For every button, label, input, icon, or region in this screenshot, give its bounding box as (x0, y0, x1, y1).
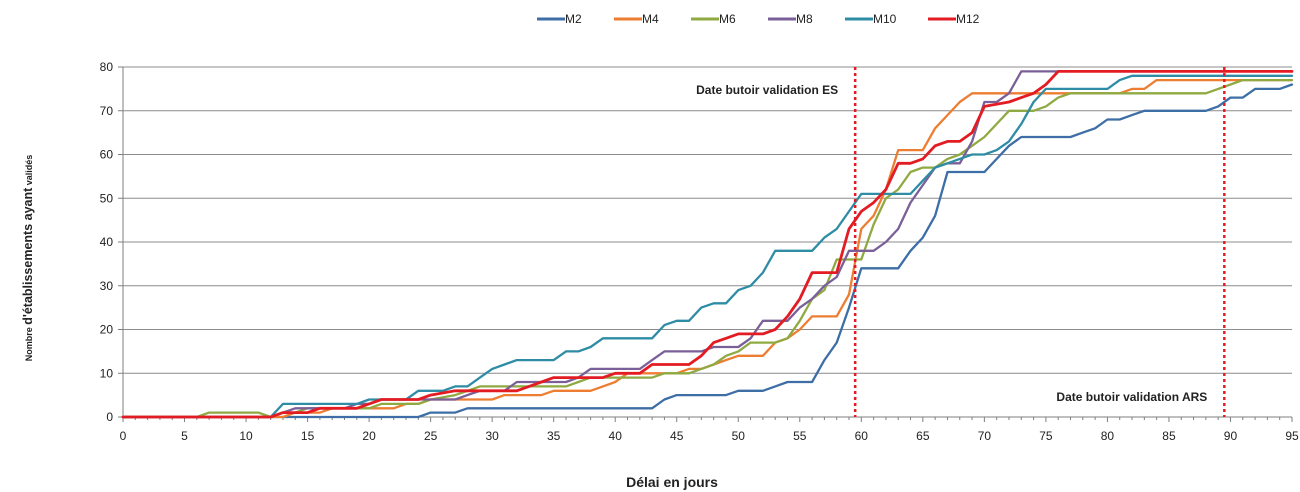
x-tick-label: 85 (1162, 429, 1176, 443)
x-tick-labels: 0 5 10 15 20 25 30 35 40 45 50 55 60 65 70 75 80 85 90 95 (120, 429, 1299, 443)
x-tick-label: 10 (239, 429, 253, 443)
reference-lines: Date butoir validation ES Date butoir val… (696, 67, 1226, 417)
x-tick-label: 0 (120, 429, 127, 443)
x-tick-label: 20 (362, 429, 376, 443)
legend-label: M12 (956, 12, 980, 26)
series-lines (121, 70, 1294, 419)
x-tick-label: 30 (485, 429, 499, 443)
y-tick-label: 70 (100, 104, 114, 118)
y-tick-label: 20 (100, 323, 114, 337)
y-axis-label-main: d'établissements ayant (21, 187, 35, 325)
legend-label: M10 (873, 12, 897, 26)
legend-label: M2 (565, 12, 582, 26)
series-line-m12 (121, 70, 1294, 419)
legend: M2 M4 M6 M8 M10 M12 (537, 12, 980, 26)
reference-line-label: Date butoir validation ARS (1056, 390, 1207, 404)
y-tick-label: 0 (106, 410, 113, 424)
x-tick-label: 50 (732, 429, 746, 443)
x-tick-label: 90 (1224, 429, 1238, 443)
y-axis-label-suffix: validés (24, 155, 34, 188)
x-tick-label: 15 (301, 429, 315, 443)
y-tick-labels: 0 10 20 30 40 50 60 70 80 (100, 60, 114, 424)
x-tick-label: 40 (609, 429, 623, 443)
y-tick-label: 40 (100, 235, 114, 249)
legend-label: M4 (642, 12, 659, 26)
x-tick-label: 60 (855, 429, 869, 443)
y-tick-label: 60 (100, 148, 114, 162)
x-tick-label: 65 (916, 429, 930, 443)
grid (123, 66, 1292, 374)
x-tick-label: 5 (181, 429, 188, 443)
y-axis-label: Nombre d'établissements ayant validés (21, 155, 35, 362)
series-line-m6 (121, 78, 1294, 419)
series-line-m2 (121, 83, 1294, 419)
svg-text:Nombre d'établissements ayant: Nombre d'établissements ayant validés (21, 155, 35, 362)
y-tick-label: 50 (100, 191, 114, 205)
y-tick-label: 10 (100, 366, 114, 380)
x-tick-label: 70 (978, 429, 992, 443)
x-tick-label: 35 (547, 429, 561, 443)
series-line-m8 (121, 70, 1294, 419)
reference-line-label: Date butoir validation ES (696, 83, 838, 97)
legend-label: M6 (719, 12, 736, 26)
legend-label: M8 (796, 12, 813, 26)
x-tick-label: 55 (793, 429, 807, 443)
y-tick-label: 80 (100, 60, 114, 74)
x-tick-label: 80 (1101, 429, 1115, 443)
series-line-m10 (121, 74, 1294, 419)
x-tick-label: 25 (424, 429, 438, 443)
x-tick-label: 45 (670, 429, 684, 443)
x-axis-label: Délai en jours (626, 474, 718, 490)
x-tick-label: 95 (1285, 429, 1299, 443)
y-axis-label-prefix: Nombre (24, 325, 34, 362)
x-tick-label: 75 (1039, 429, 1053, 443)
y-tick-label: 30 (100, 279, 114, 293)
